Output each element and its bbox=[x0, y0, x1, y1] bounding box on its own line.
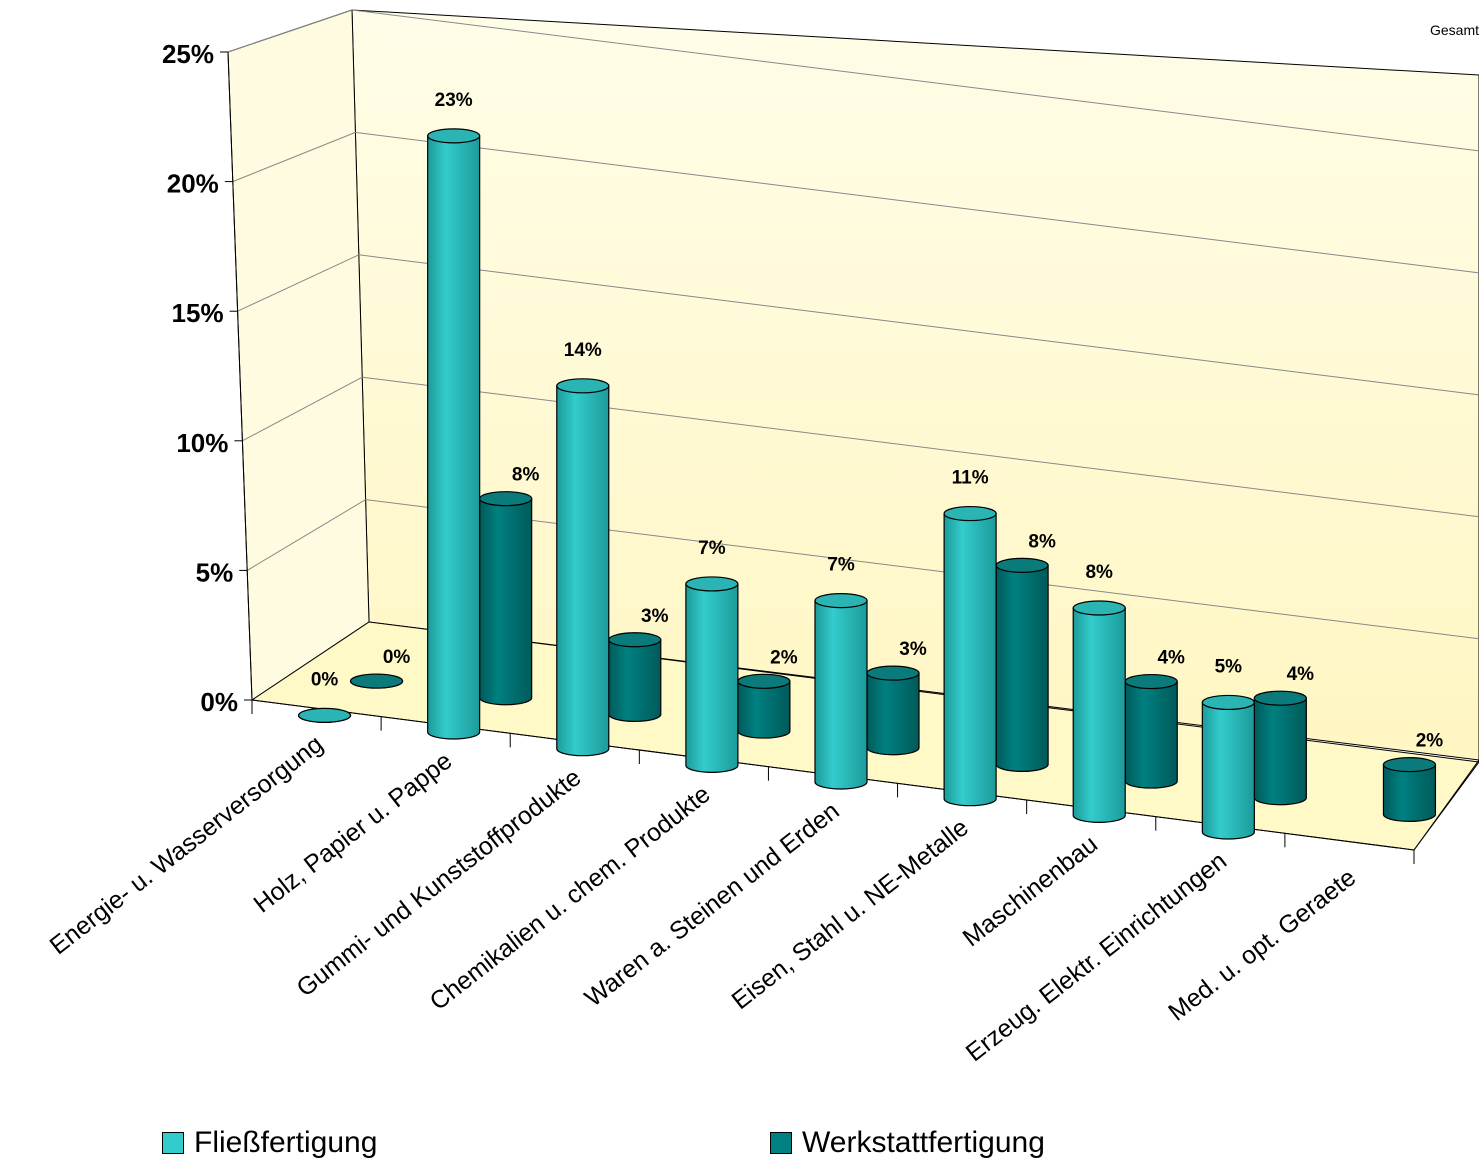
data-label-werkstattfertigung: 0% bbox=[383, 647, 411, 668]
gridline-side bbox=[237, 254, 360, 312]
bar-werkstattfertigung bbox=[1124, 673, 1178, 789]
gridline-side bbox=[227, 9, 353, 53]
bar-fliessfertigung bbox=[943, 505, 997, 807]
gridline-side bbox=[232, 131, 356, 183]
y-tick-label: 25% bbox=[162, 39, 214, 69]
data-label-werkstattfertigung: 3% bbox=[641, 606, 669, 627]
x-tick-label: Energie- u. Wasserversorgung bbox=[45, 730, 329, 960]
gridline-back bbox=[365, 499, 1479, 640]
y-axis-line bbox=[227, 51, 253, 701]
bar-werkstattfertigung bbox=[995, 557, 1049, 772]
data-label-werkstattfertigung: 2% bbox=[770, 647, 798, 668]
bar-fliessfertigung bbox=[814, 592, 868, 790]
bar-fliessfertigung bbox=[1072, 600, 1126, 823]
data-label-werkstattfertigung: 8% bbox=[512, 465, 540, 486]
bar-fliessfertigung bbox=[556, 378, 610, 757]
gridline-side bbox=[246, 499, 366, 571]
y-tick-label: 0% bbox=[200, 687, 238, 717]
data-label-werkstattfertigung: 3% bbox=[899, 639, 927, 660]
bar-fliessfertigung bbox=[297, 707, 352, 723]
gridline-back bbox=[358, 254, 1479, 396]
corner-title: Gesamt bbox=[1429, 22, 1479, 38]
data-label-fliessfertigung: 11% bbox=[952, 468, 989, 489]
data-label-fliessfertigung: 8% bbox=[1085, 562, 1113, 583]
y-tick-label: 5% bbox=[196, 557, 234, 587]
floor-right-edge bbox=[1413, 759, 1479, 851]
gridline-back bbox=[362, 376, 1479, 518]
legend-swatch-werkstattfertigung bbox=[770, 1132, 792, 1154]
data-label-fliessfertigung: 14% bbox=[564, 340, 602, 361]
data-label-fliessfertigung: 7% bbox=[827, 555, 855, 576]
bar-fliessfertigung bbox=[685, 576, 739, 773]
x-tick-label: Erzeug. Elektr. Einrichtungen bbox=[961, 847, 1232, 1068]
x-tick-label: Chemikalien u. chem. Produkte bbox=[425, 780, 716, 1016]
x-tick-label: Eisen, Stahl u. NE-Metalle bbox=[727, 813, 974, 1015]
x-tick-label: Waren a. Steinen und Erden bbox=[580, 797, 845, 1013]
data-label-fliessfertigung: 23% bbox=[435, 90, 473, 111]
y-tick-label: 20% bbox=[167, 169, 219, 199]
legend-item-werkstattfertigung: Werkstattfertigung bbox=[770, 1126, 1045, 1160]
bar-fliessfertigung bbox=[427, 128, 481, 740]
data-label-werkstattfertigung: 4% bbox=[1287, 664, 1315, 685]
gridline-back bbox=[355, 131, 1479, 274]
bar-fliessfertigung bbox=[1201, 694, 1255, 840]
legend-label-werkstattfertigung: Werkstattfertigung bbox=[802, 1126, 1045, 1159]
bar-werkstattfertigung bbox=[1253, 690, 1307, 806]
data-label-fliessfertigung: 0% bbox=[311, 669, 339, 690]
gridline-side bbox=[242, 376, 363, 442]
y-tick-label: 15% bbox=[172, 298, 224, 328]
side-wall bbox=[227, 9, 370, 701]
data-label-werkstattfertigung: 2% bbox=[1416, 731, 1444, 752]
bar-werkstattfertigung bbox=[866, 665, 920, 756]
legend-swatch-fliessfertigung bbox=[162, 1132, 184, 1154]
data-label-fliessfertigung: 5% bbox=[1215, 656, 1243, 677]
bar-werkstattfertigung bbox=[608, 632, 662, 723]
bar-werkstattfertigung bbox=[349, 673, 404, 689]
x-tick-label: Maschinenbau bbox=[958, 830, 1103, 952]
x-tick-label: Gummi- und Kunststoffprodukte bbox=[291, 763, 586, 1002]
bar-werkstattfertigung bbox=[737, 673, 791, 739]
data-label-werkstattfertigung: 8% bbox=[1028, 531, 1056, 552]
legend-item-fliessfertigung: Fließfertigung bbox=[162, 1126, 377, 1160]
bar-werkstattfertigung bbox=[479, 491, 533, 706]
legend-label-fliessfertigung: Fließfertigung bbox=[194, 1126, 378, 1159]
data-label-werkstattfertigung: 4% bbox=[1157, 648, 1185, 669]
y-tick-label: 10% bbox=[176, 428, 228, 458]
bar-werkstattfertigung bbox=[1382, 757, 1437, 823]
gridline-back bbox=[351, 9, 1479, 152]
data-label-fliessfertigung: 7% bbox=[698, 538, 726, 559]
